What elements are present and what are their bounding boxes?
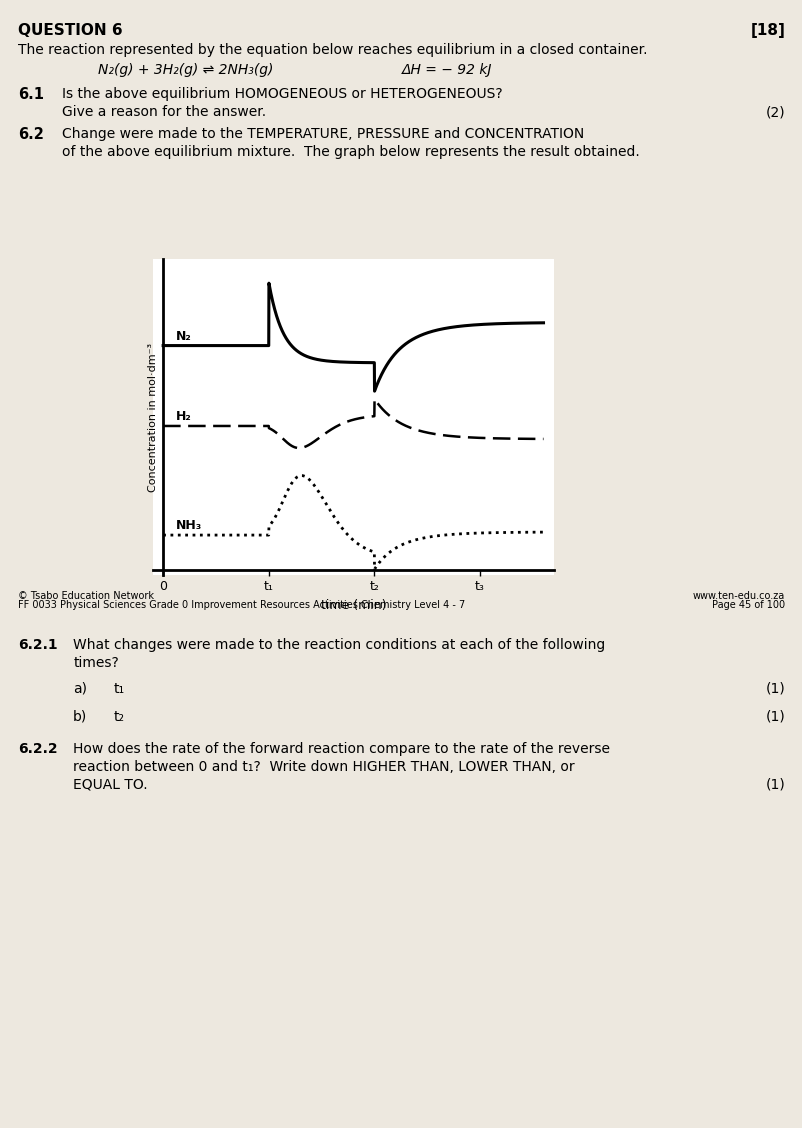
Text: times?: times? <box>73 655 119 670</box>
Text: Change were made to the TEMPERATURE, PRESSURE and CONCENTRATION: Change were made to the TEMPERATURE, PRE… <box>62 127 584 141</box>
Text: Give a reason for the answer.: Give a reason for the answer. <box>62 105 266 120</box>
Text: © Tsabo Education Network: © Tsabo Education Network <box>18 591 153 601</box>
Text: 6.2.1: 6.2.1 <box>18 637 57 652</box>
Text: The reaction represented by the equation below reaches equilibrium in a closed c: The reaction represented by the equation… <box>18 43 646 58</box>
Text: H₂: H₂ <box>176 411 192 423</box>
Y-axis label: Concentration in mol·dm⁻³: Concentration in mol·dm⁻³ <box>148 343 157 492</box>
Text: Is the above equilibrium HOMOGENEOUS or HETEROGENEOUS?: Is the above equilibrium HOMOGENEOUS or … <box>62 87 502 102</box>
Text: FF 0033 Physical Sciences Grade 0 Improvement Resources Activities Chemistry Lev: FF 0033 Physical Sciences Grade 0 Improv… <box>18 600 464 610</box>
Text: [18]: [18] <box>750 23 784 38</box>
Text: 6.2.2: 6.2.2 <box>18 742 57 756</box>
Text: (1): (1) <box>764 710 784 724</box>
Text: NH₃: NH₃ <box>176 519 202 532</box>
Text: N₂: N₂ <box>176 329 192 343</box>
Text: reaction between 0 and t₁?  Write down HIGHER THAN, LOWER THAN, or: reaction between 0 and t₁? Write down HI… <box>73 760 574 774</box>
Text: How does the rate of the forward reaction compare to the rate of the reverse: How does the rate of the forward reactio… <box>73 742 610 756</box>
X-axis label: time (min): time (min) <box>320 599 386 611</box>
Text: (2): (2) <box>765 105 784 120</box>
Text: t₁: t₁ <box>114 681 124 696</box>
Text: QUESTION 6: QUESTION 6 <box>18 23 122 38</box>
Text: a): a) <box>73 681 87 696</box>
Text: (1): (1) <box>764 778 784 792</box>
Text: 6.2: 6.2 <box>18 127 43 142</box>
Text: EQUAL TO.: EQUAL TO. <box>73 778 148 792</box>
Text: www.ten-edu.co.za: www.ten-edu.co.za <box>692 591 784 601</box>
Text: b): b) <box>73 710 87 724</box>
Text: N₂(g) + 3H₂(g) ⇌ 2NH₃(g): N₂(g) + 3H₂(g) ⇌ 2NH₃(g) <box>99 63 273 77</box>
Text: 6.1: 6.1 <box>18 87 43 102</box>
Text: of the above equilibrium mixture.  The graph below represents the result obtaine: of the above equilibrium mixture. The gr… <box>62 146 639 159</box>
Text: Page 45 of 100: Page 45 of 100 <box>711 600 784 610</box>
Text: ΔH = − 92 kJ: ΔH = − 92 kJ <box>401 63 492 77</box>
Text: (1): (1) <box>764 681 784 696</box>
Text: t₂: t₂ <box>114 710 124 724</box>
Text: What changes were made to the reaction conditions at each of the following: What changes were made to the reaction c… <box>73 637 605 652</box>
